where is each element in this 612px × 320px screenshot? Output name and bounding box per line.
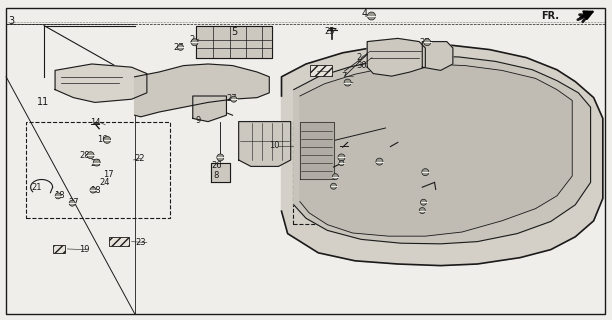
Text: 6: 6 bbox=[312, 67, 318, 76]
Text: 14: 14 bbox=[91, 118, 101, 127]
Polygon shape bbox=[211, 163, 230, 182]
Bar bbox=[110, 237, 129, 246]
Text: 1: 1 bbox=[335, 135, 341, 145]
Text: 3: 3 bbox=[8, 16, 14, 26]
Bar bbox=[310, 65, 332, 76]
Text: 23: 23 bbox=[136, 238, 146, 247]
Text: 26: 26 bbox=[212, 161, 222, 170]
Circle shape bbox=[103, 136, 111, 143]
Text: 18: 18 bbox=[419, 198, 430, 207]
Text: 18: 18 bbox=[54, 191, 64, 200]
Circle shape bbox=[376, 158, 383, 165]
Text: 11: 11 bbox=[37, 97, 49, 108]
Polygon shape bbox=[193, 96, 226, 122]
Text: 24: 24 bbox=[99, 178, 110, 187]
Polygon shape bbox=[135, 64, 269, 117]
Bar bbox=[293, 122, 455, 224]
Circle shape bbox=[339, 161, 344, 166]
Text: 28: 28 bbox=[80, 151, 90, 160]
Circle shape bbox=[87, 152, 94, 159]
Polygon shape bbox=[55, 64, 147, 102]
Circle shape bbox=[338, 154, 345, 161]
Text: 27: 27 bbox=[419, 38, 430, 47]
Text: 28: 28 bbox=[91, 159, 101, 168]
Polygon shape bbox=[282, 44, 603, 266]
Polygon shape bbox=[300, 64, 572, 236]
Text: 18: 18 bbox=[91, 186, 101, 195]
Text: FR.: FR. bbox=[542, 11, 559, 21]
Polygon shape bbox=[294, 56, 591, 244]
Circle shape bbox=[422, 169, 429, 176]
Text: 27: 27 bbox=[69, 198, 79, 207]
Text: 27: 27 bbox=[417, 206, 428, 215]
Circle shape bbox=[424, 39, 431, 46]
Text: 7: 7 bbox=[341, 72, 347, 81]
Text: 8: 8 bbox=[213, 172, 218, 180]
Text: 27: 27 bbox=[226, 94, 237, 103]
Polygon shape bbox=[367, 38, 425, 76]
Circle shape bbox=[367, 12, 376, 20]
Text: 10: 10 bbox=[269, 141, 280, 150]
Text: 28: 28 bbox=[375, 157, 385, 166]
Text: 29: 29 bbox=[341, 79, 352, 88]
Text: 28: 28 bbox=[421, 168, 431, 177]
Text: 12: 12 bbox=[421, 183, 431, 192]
Text: 30: 30 bbox=[356, 61, 367, 70]
Text: 21: 21 bbox=[32, 183, 42, 192]
Text: 16: 16 bbox=[335, 152, 346, 161]
Text: 5: 5 bbox=[231, 27, 237, 37]
Text: 18: 18 bbox=[330, 172, 341, 181]
Text: 13: 13 bbox=[341, 142, 352, 151]
Circle shape bbox=[191, 39, 198, 46]
Circle shape bbox=[217, 154, 224, 161]
Polygon shape bbox=[196, 26, 272, 58]
Bar bbox=[26, 122, 170, 218]
Circle shape bbox=[231, 96, 237, 102]
Text: 22: 22 bbox=[135, 154, 145, 163]
Text: 19: 19 bbox=[80, 245, 90, 254]
Text: 2: 2 bbox=[356, 53, 362, 62]
Text: 16: 16 bbox=[97, 135, 107, 144]
Bar bbox=[53, 245, 65, 253]
Circle shape bbox=[332, 174, 338, 180]
Circle shape bbox=[55, 193, 61, 199]
Polygon shape bbox=[422, 42, 453, 70]
Circle shape bbox=[330, 183, 337, 189]
Text: 27: 27 bbox=[173, 43, 184, 52]
Polygon shape bbox=[300, 122, 334, 179]
Circle shape bbox=[90, 187, 96, 193]
Text: 25: 25 bbox=[324, 28, 335, 36]
Circle shape bbox=[177, 44, 184, 50]
Polygon shape bbox=[239, 122, 291, 166]
Text: 2: 2 bbox=[190, 35, 195, 44]
Text: 4: 4 bbox=[361, 9, 367, 20]
Circle shape bbox=[344, 79, 351, 86]
Text: 27: 27 bbox=[327, 182, 338, 191]
Circle shape bbox=[93, 159, 100, 166]
Circle shape bbox=[419, 208, 425, 213]
Circle shape bbox=[420, 199, 427, 205]
Text: 15: 15 bbox=[332, 163, 342, 172]
Text: 17: 17 bbox=[103, 170, 113, 179]
Text: 17: 17 bbox=[390, 142, 401, 151]
Circle shape bbox=[69, 200, 75, 206]
Text: 9: 9 bbox=[196, 116, 201, 125]
